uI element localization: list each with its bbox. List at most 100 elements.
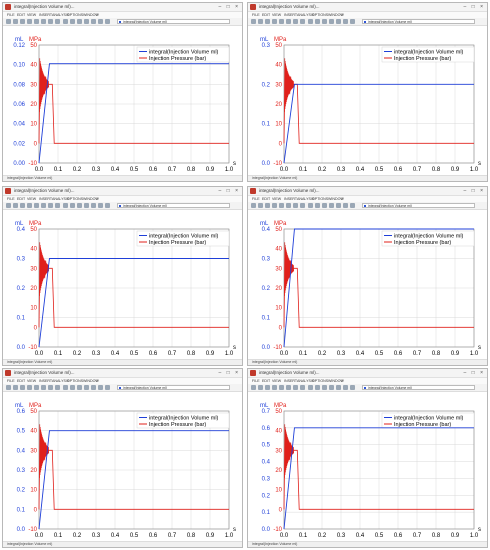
toolbar-button-icon[interactable] [308,19,313,24]
toolbar-button-icon[interactable] [34,203,39,208]
plot-window[interactable]: integral(Injection Volume ml)... – □ × F… [247,2,488,182]
signal-selector[interactable]: integral(Injection Volume ml) [117,19,230,24]
menu-item[interactable]: FILE [7,379,15,383]
signal-selector[interactable]: integral(Injection Volume ml) [117,385,230,390]
menu-item[interactable]: ? [96,197,98,201]
toolbar-button-icon[interactable] [20,19,25,24]
toolbar-button-icon[interactable] [258,385,263,390]
menu-item[interactable]: VIEW [27,379,37,383]
menu-item[interactable]: INSERT [284,13,298,17]
toolbar-button-icon[interactable] [98,385,103,390]
menu-item[interactable]: OPTIONS [312,13,329,17]
toolbar-button-icon[interactable] [48,19,53,24]
menu-item[interactable]: VIEW [27,13,37,17]
menu-item[interactable]: ? [341,197,343,201]
menu-item[interactable]: INSERT [284,379,298,383]
toolbar-button-icon[interactable] [336,19,341,24]
menu-item[interactable]: OPTIONS [312,197,329,201]
menu-item[interactable]: FILE [7,13,15,17]
menu-item[interactable]: FILE [252,13,260,17]
menu-item[interactable]: ? [96,379,98,383]
toolbar-button-icon[interactable] [34,19,39,24]
toolbar-button-icon[interactable] [13,203,18,208]
menu-item[interactable]: OPTIONS [67,197,84,201]
menu-item[interactable]: WINDOW [328,197,344,201]
toolbar-button-icon[interactable] [350,385,355,390]
toolbar-button-icon[interactable] [34,385,39,390]
toolbar-button-icon[interactable] [48,385,53,390]
title-bar[interactable]: integral(Injection Volume ml)... – □ × [3,369,242,378]
bottom-tab[interactable]: integral(Injection Volume ml) [248,541,487,547]
bottom-tab[interactable]: integral(Injection Volume ml) [248,359,487,365]
toolbar-button-icon[interactable] [6,385,11,390]
toolbar-button-icon[interactable] [258,203,263,208]
toolbar-button-icon[interactable] [265,19,270,24]
toolbar-button-icon[interactable] [13,19,18,24]
toolbar-button-icon[interactable] [329,385,334,390]
menu-item[interactable]: EDIT [262,197,271,201]
toolbar-button-icon[interactable] [41,385,46,390]
toolbar-button-icon[interactable] [272,203,277,208]
menu-item[interactable]: FILE [7,197,15,201]
window-controls[interactable]: – □ × [218,188,240,194]
toolbar-button-icon[interactable] [105,203,110,208]
toolbar-button-icon[interactable] [63,19,68,24]
toolbar-button-icon[interactable] [315,385,320,390]
plot-window[interactable]: integral(Injection Volume ml)... – □ × F… [2,2,243,182]
toolbar-button-icon[interactable] [293,385,298,390]
menu-item[interactable]: EDIT [262,13,271,17]
toolbar-button-icon[interactable] [293,19,298,24]
menu-item[interactable]: EDIT [17,379,26,383]
toolbar-button-icon[interactable] [55,203,60,208]
menu-item[interactable]: EDIT [262,379,271,383]
menu-item[interactable]: WINDOW [328,379,344,383]
menu-item[interactable]: ANALYSIS [297,197,315,201]
menu-item[interactable]: ANALYSIS [297,379,315,383]
menu-item[interactable]: VIEW [272,197,282,201]
toolbar-button-icon[interactable] [63,203,68,208]
toolbar-button-icon[interactable] [20,203,25,208]
title-bar[interactable]: integral(Injection Volume ml)... – □ × [248,3,487,12]
toolbar-button-icon[interactable] [105,19,110,24]
plot-window[interactable]: integral(Injection Volume ml)... – □ × F… [247,186,488,366]
toolbar-button-icon[interactable] [251,385,256,390]
signal-selector[interactable]: integral(Injection Volume ml) [362,385,475,390]
menu-item[interactable]: FILE [252,379,260,383]
toolbar-button-icon[interactable] [350,203,355,208]
toolbar-button-icon[interactable] [343,385,348,390]
toolbar-button-icon[interactable] [27,203,32,208]
toolbar-button-icon[interactable] [70,385,75,390]
bottom-tab[interactable]: integral(Injection Volume ml) [3,175,242,181]
title-bar[interactable]: integral(Injection Volume ml)... – □ × [3,187,242,196]
toolbar-button-icon[interactable] [251,203,256,208]
menu-item[interactable]: ANALYSIS [297,13,315,17]
title-bar[interactable]: integral(Injection Volume ml)... – □ × [248,187,487,196]
toolbar-button-icon[interactable] [343,19,348,24]
toolbar-button-icon[interactable] [48,203,53,208]
toolbar-button-icon[interactable] [105,385,110,390]
toolbar-button-icon[interactable] [322,203,327,208]
window-controls[interactable]: – □ × [218,4,240,10]
menu-item[interactable]: INSERT [284,197,298,201]
plot-window[interactable]: integral(Injection Volume ml)... – □ × F… [2,186,243,366]
menu-item[interactable]: WINDOW [328,13,344,17]
toolbar-button-icon[interactable] [41,203,46,208]
toolbar-button-icon[interactable] [55,385,60,390]
bottom-tab[interactable]: integral(Injection Volume ml) [248,175,487,181]
toolbar-button-icon[interactable] [343,203,348,208]
menu-item[interactable]: EDIT [17,197,26,201]
menu-item[interactable]: ? [341,379,343,383]
toolbar-button-icon[interactable] [258,19,263,24]
toolbar-button-icon[interactable] [293,203,298,208]
menu-item[interactable]: EDIT [17,13,26,17]
toolbar-button-icon[interactable] [336,385,341,390]
toolbar-button-icon[interactable] [279,203,284,208]
toolbar-button-icon[interactable] [91,385,96,390]
window-controls[interactable]: – □ × [218,370,240,376]
title-bar[interactable]: integral(Injection Volume ml)... – □ × [3,3,242,12]
toolbar-button-icon[interactable] [84,19,89,24]
toolbar-button-icon[interactable] [55,19,60,24]
menu-item[interactable]: OPTIONS [67,379,84,383]
toolbar-button-icon[interactable] [84,203,89,208]
menu-item[interactable]: ? [96,13,98,17]
